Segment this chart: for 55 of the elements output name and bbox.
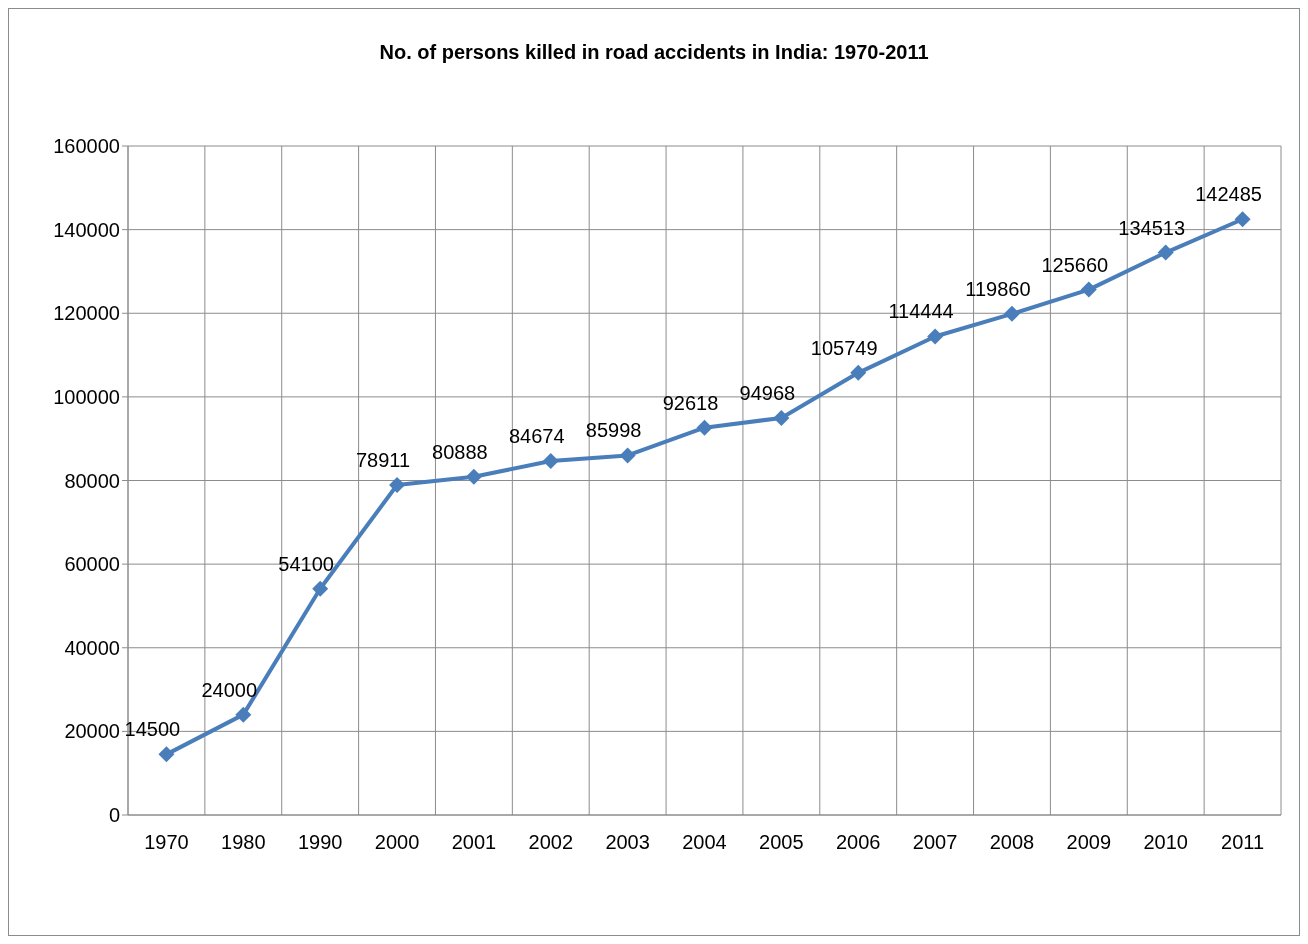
point: [235, 706, 252, 723]
y-tick-label: 100000: [53, 385, 120, 408]
data-label: 85998: [585, 419, 642, 442]
x-tick-label: 2009: [1066, 831, 1112, 854]
x-tick-label: 1970: [144, 831, 189, 854]
x-tick-label: 2008: [989, 831, 1035, 854]
point: [465, 468, 482, 485]
point: [850, 364, 867, 381]
data-label: 24000: [201, 678, 258, 701]
x-tick-label: 2004: [682, 831, 727, 854]
y-tick-label: 20000: [64, 720, 120, 743]
x-tick-label: 2000: [374, 831, 420, 854]
point: [1080, 281, 1097, 298]
data-label: 134513: [1118, 216, 1186, 239]
x-tick-label: 1990: [297, 831, 343, 854]
x-tick-label: 2006: [835, 831, 881, 854]
point: [312, 580, 329, 597]
point: [1003, 305, 1020, 322]
data-label: 142485: [1195, 183, 1262, 206]
data-label: 105749: [810, 336, 878, 359]
x-tick-label: 2010: [1143, 831, 1188, 854]
x-tick-label: 2011: [1221, 831, 1265, 854]
x-tick-label: 2003: [605, 831, 650, 854]
point: [696, 419, 713, 436]
data-label: 92618: [662, 391, 719, 414]
point: [1234, 211, 1251, 228]
data-label: 14500: [124, 718, 181, 741]
point: [1157, 244, 1174, 261]
x-tick-label: 2007: [912, 831, 958, 854]
chart-title: No. of persons killed in road accidents in India: 1970-2011: [378, 41, 930, 64]
x-tick-label: 2001: [451, 831, 497, 854]
y-tick-label: 120000: [53, 302, 120, 325]
y-tick-label: 140000: [53, 218, 120, 241]
data-label: 119860: [965, 277, 1031, 300]
data-label: 54100: [278, 552, 334, 575]
point: [927, 328, 944, 345]
point: [542, 452, 559, 469]
data-label: 78911: [355, 449, 411, 472]
data-label: 114444: [888, 300, 954, 323]
point: [389, 477, 406, 494]
x-tick-label: 2002: [528, 831, 574, 854]
y-tick-label: 60000: [64, 553, 120, 576]
y-tick-label: 80000: [64, 469, 120, 492]
y-tick-label: 160000: [53, 135, 120, 158]
data-label: 84674: [508, 424, 565, 447]
data-label: 80888: [432, 440, 488, 463]
data-label: 94968: [739, 381, 796, 404]
point: [619, 447, 636, 464]
x-tick-label: 2005: [759, 831, 804, 854]
y-tick-label: 0: [108, 804, 120, 827]
data-label: 125660: [1041, 253, 1109, 276]
point: [773, 409, 790, 426]
point: [158, 746, 175, 763]
y-tick-label: 40000: [64, 636, 120, 659]
x-tick-label: 1980: [221, 831, 266, 854]
